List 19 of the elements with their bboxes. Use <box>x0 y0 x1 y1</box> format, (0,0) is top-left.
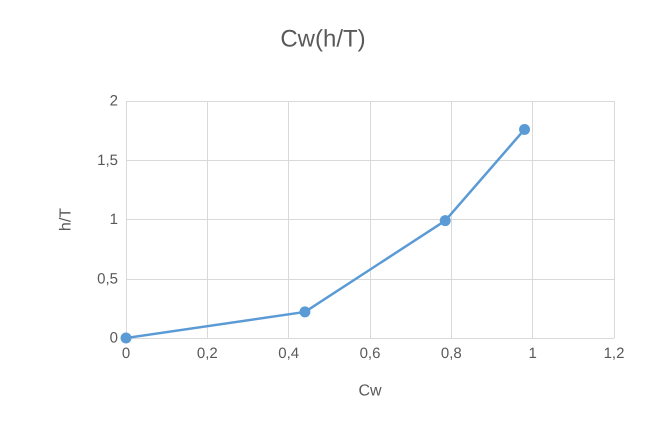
x-tick-label: 0,6 <box>360 345 380 362</box>
y-tick-label: 0 <box>110 330 118 346</box>
point <box>440 215 451 226</box>
chart-title: Cw(h/T) <box>280 26 366 52</box>
point <box>299 306 310 318</box>
y-axis-title: h/T <box>58 208 74 232</box>
x-tick-label: 1,2 <box>604 345 624 362</box>
x-tick-label: 0,2 <box>196 345 218 362</box>
y-tick-label: 2 <box>110 92 118 110</box>
x-tick-label: 1 <box>528 345 537 362</box>
x-tick-label: 0,8 <box>440 345 462 362</box>
y-tick-label: 1,5 <box>97 152 118 169</box>
point <box>120 332 132 344</box>
y-tick-label: 1 <box>110 211 118 228</box>
x-axis-title: Cw <box>358 382 382 400</box>
y-tick-label: 0,5 <box>97 270 118 288</box>
point <box>519 124 530 135</box>
x-tick-label: 0,4 <box>278 345 300 362</box>
x-tick-label: 0 <box>122 345 130 362</box>
